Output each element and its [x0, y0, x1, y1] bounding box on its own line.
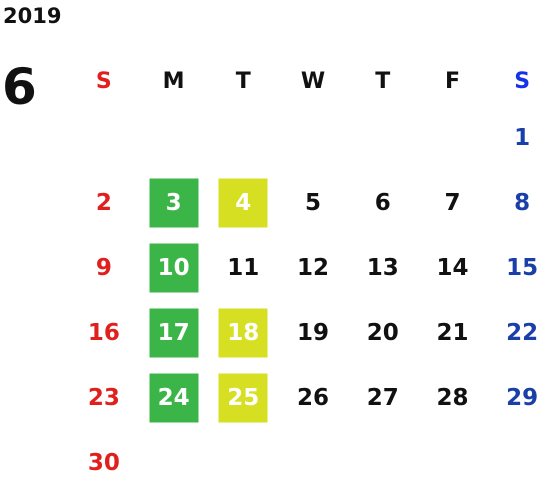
weekday-header-row: S M T W T F S — [69, 57, 548, 105]
weekday-thursday: T — [375, 68, 391, 94]
empty-day-cell — [487, 430, 548, 495]
day-number: 14 — [436, 254, 469, 281]
day-number: 15 — [506, 254, 539, 281]
day-number: 30 — [87, 449, 120, 476]
green-highlight — [149, 243, 199, 292]
day-cell: 6 — [348, 170, 418, 235]
day-cell: 4 — [208, 170, 278, 235]
day-number: 22 — [506, 319, 539, 346]
day-number: 9 — [95, 254, 112, 281]
day-number: 4 — [235, 189, 252, 216]
day-cell: 3 — [139, 170, 209, 235]
day-number: 13 — [366, 254, 399, 281]
weeks-container: 1 2 3 4 5 6 7 8 9 10 11 12 13 14 15 16 17 18 19 20 21 22 23 24 2… — [69, 105, 548, 495]
day-cell: 1 — [487, 105, 548, 170]
empty-day-cell — [139, 430, 209, 495]
day-number: 24 — [157, 384, 190, 411]
day-number: 28 — [436, 384, 469, 411]
week-row: 2 3 4 5 6 7 8 — [69, 170, 548, 235]
empty-day-cell — [69, 105, 139, 170]
day-cell: 18 — [208, 300, 278, 365]
day-number: 20 — [366, 319, 399, 346]
day-cell: 29 — [487, 365, 548, 430]
empty-day-cell — [208, 105, 278, 170]
weekday-wednesday: W — [300, 68, 326, 94]
day-number: 1 — [514, 124, 531, 151]
day-cell: 25 — [208, 365, 278, 430]
day-cell: 30 — [69, 430, 139, 495]
day-cell: 28 — [418, 365, 488, 430]
year-label: 2019 — [3, 4, 62, 28]
week-row: 1 — [69, 105, 548, 170]
day-number: 21 — [436, 319, 469, 346]
day-number: 19 — [297, 319, 330, 346]
day-number: 18 — [227, 319, 260, 346]
day-number: 3 — [165, 189, 182, 216]
day-number: 11 — [227, 254, 260, 281]
day-cell: 12 — [278, 235, 348, 300]
empty-day-cell — [418, 105, 488, 170]
day-number: 16 — [87, 319, 120, 346]
day-number: 29 — [506, 384, 539, 411]
day-cell: 7 — [418, 170, 488, 235]
weekday-monday: M — [162, 68, 185, 94]
day-cell: 15 — [487, 235, 548, 300]
day-cell: 20 — [348, 300, 418, 365]
week-row: 16 17 18 19 20 21 22 — [69, 300, 548, 365]
day-number: 17 — [157, 319, 190, 346]
empty-day-cell — [139, 105, 209, 170]
day-number: 23 — [87, 384, 120, 411]
green-highlight — [149, 308, 199, 357]
day-cell: 17 — [139, 300, 209, 365]
yellow-highlight — [218, 308, 268, 357]
yellow-highlight — [218, 178, 268, 227]
empty-day-cell — [278, 105, 348, 170]
day-cell: 14 — [418, 235, 488, 300]
day-cell: 5 — [278, 170, 348, 235]
day-number: 5 — [305, 189, 322, 216]
weekday-saturday: S — [514, 68, 531, 94]
day-cell: 11 — [208, 235, 278, 300]
green-highlight — [149, 178, 199, 227]
day-cell: 23 — [69, 365, 139, 430]
empty-day-cell — [348, 105, 418, 170]
empty-day-cell — [278, 430, 348, 495]
week-row: 30 — [69, 430, 548, 495]
day-cell: 22 — [487, 300, 548, 365]
empty-day-cell — [208, 430, 278, 495]
day-number: 27 — [366, 384, 399, 411]
day-cell: 26 — [278, 365, 348, 430]
week-row: 23 24 25 26 27 28 29 — [69, 365, 548, 430]
day-number: 12 — [297, 254, 330, 281]
day-cell: 21 — [418, 300, 488, 365]
week-row: 9 10 11 12 13 14 15 — [69, 235, 548, 300]
day-cell: 9 — [69, 235, 139, 300]
yellow-highlight — [218, 373, 268, 422]
day-cell: 16 — [69, 300, 139, 365]
day-cell: 27 — [348, 365, 418, 430]
day-number: 7 — [444, 189, 461, 216]
day-number: 10 — [157, 254, 190, 281]
green-highlight — [149, 373, 199, 422]
weekday-friday: F — [444, 68, 460, 94]
day-number: 8 — [514, 189, 531, 216]
weekday-sunday: S — [95, 68, 112, 94]
empty-day-cell — [348, 430, 418, 495]
day-cell: 8 — [487, 170, 548, 235]
day-number: 6 — [374, 189, 391, 216]
day-number: 26 — [297, 384, 330, 411]
day-number: 25 — [227, 384, 260, 411]
empty-day-cell — [418, 430, 488, 495]
month-label: 6 — [2, 58, 37, 116]
day-cell: 13 — [348, 235, 418, 300]
day-number: 2 — [95, 189, 112, 216]
calendar-grid: S M T W T F S 1 2 3 4 5 6 7 8 9 10 11 12 13 14 15 16 17 1… — [69, 57, 548, 495]
day-cell: 2 — [69, 170, 139, 235]
weekday-tuesday: T — [235, 68, 251, 94]
day-cell: 10 — [139, 235, 209, 300]
day-cell: 24 — [139, 365, 209, 430]
day-cell: 19 — [278, 300, 348, 365]
